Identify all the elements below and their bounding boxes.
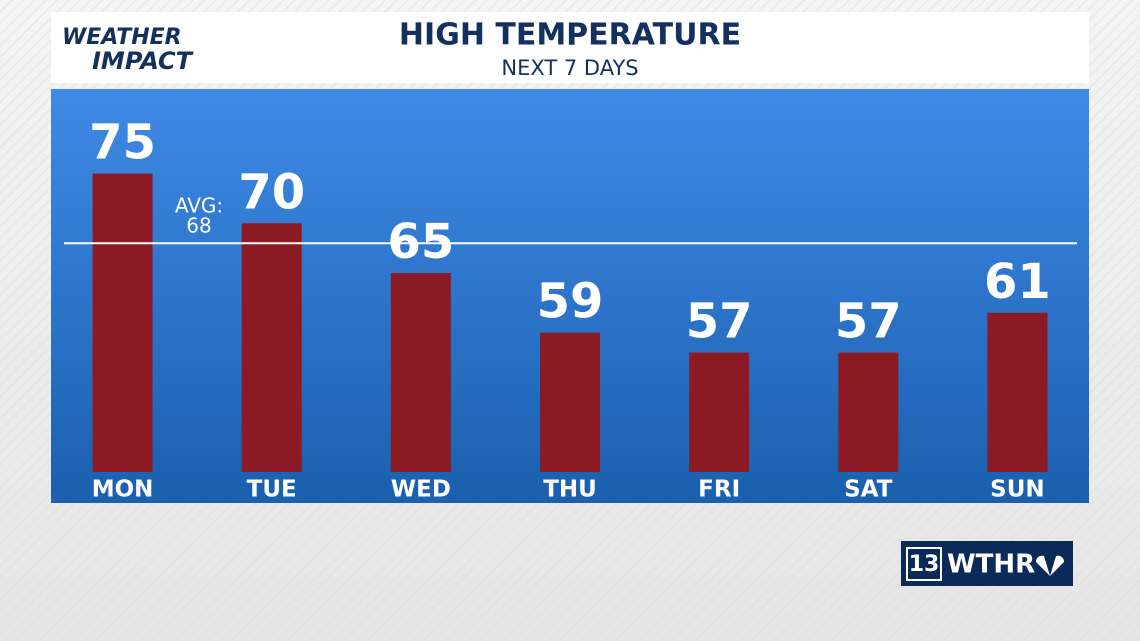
logo-bottom: IMPACT: [92, 47, 194, 75]
bar: [838, 352, 899, 472]
x-tick-label: TUE: [247, 477, 297, 503]
value-label: 59: [537, 274, 604, 330]
x-tick-label: SUN: [990, 477, 1045, 503]
bar: [689, 352, 750, 472]
station-name: WTHR: [947, 550, 1035, 580]
value-label: 65: [387, 214, 454, 270]
station-number: 13: [909, 552, 940, 577]
average-value: 68: [186, 214, 211, 238]
station-logo-box: [906, 547, 942, 581]
value-label: 57: [835, 294, 902, 350]
bar: [241, 223, 302, 472]
header-panel: [51, 12, 1089, 83]
chart-title: HIGH TEMPERATURE: [399, 18, 741, 53]
value-label: 70: [238, 164, 305, 220]
bar: [92, 173, 153, 472]
bar: [540, 332, 600, 472]
average-label: AVG:: [175, 194, 223, 218]
bar: [987, 312, 1048, 472]
bar: [390, 273, 451, 472]
value-label: 75: [89, 115, 156, 171]
x-tick-label: SAT: [844, 477, 893, 503]
value-label: 61: [984, 254, 1051, 310]
x-tick-label: THU: [543, 477, 597, 503]
x-tick-label: WED: [391, 477, 451, 503]
logo-top: WEATHER: [62, 25, 182, 50]
chart-subtitle: NEXT 7 DAYS: [501, 56, 638, 80]
value-label: 57: [686, 294, 753, 350]
x-tick-label: MON: [92, 477, 154, 503]
x-tick-label: FRI: [698, 477, 740, 503]
peacock-icon: [1035, 554, 1065, 576]
